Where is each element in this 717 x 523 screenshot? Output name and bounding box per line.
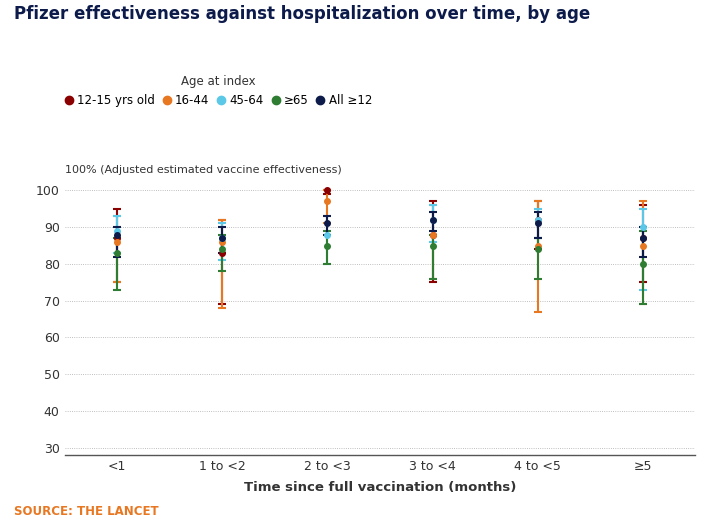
Text: Pfizer effectiveness against hospitalization over time, by age: Pfizer effectiveness against hospitaliza… (14, 5, 591, 23)
Text: 100% (Adjusted estimated vaccine effectiveness): 100% (Adjusted estimated vaccine effecti… (65, 165, 341, 175)
X-axis label: Time since full vaccination (months): Time since full vaccination (months) (244, 481, 516, 494)
Legend: 12-15 yrs old, 16-44, 45-64, ≥65, All ≥12: 12-15 yrs old, 16-44, 45-64, ≥65, All ≥1… (64, 75, 372, 107)
Text: SOURCE: THE LANCET: SOURCE: THE LANCET (14, 505, 159, 518)
